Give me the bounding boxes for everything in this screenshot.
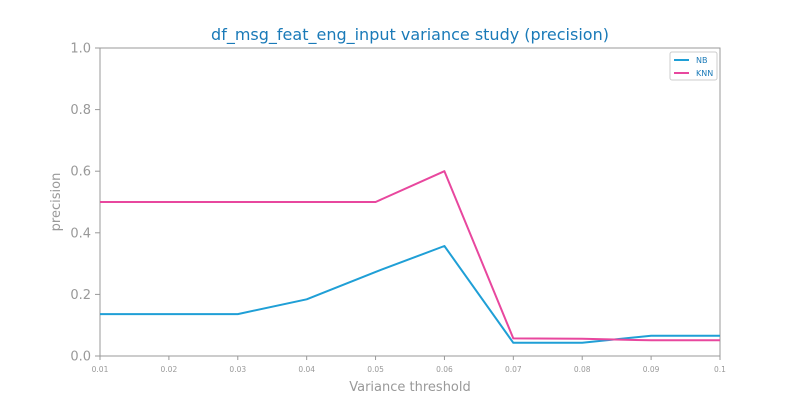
tick-marks: 0.0 0.2 0.4 0.6 0.8 1.0 0.01 0.02 0.03 0.04 0.05 0.… [70, 42, 726, 375]
x-tick-label: 0.1 [714, 365, 726, 374]
y-tick-label: 0.8 [70, 103, 91, 118]
x-tick-label: 0.03 [229, 365, 246, 374]
x-tick-label: 0.02 [161, 365, 178, 374]
y-tick-label: 0.6 [70, 165, 91, 180]
legend-label-knn: KNN [696, 69, 713, 78]
x-tick-label: 0.08 [574, 365, 591, 374]
x-tick-label: 0.05 [367, 365, 384, 374]
series-line-knn [100, 170, 720, 342]
y-tick-label: 0.4 [70, 226, 91, 241]
legend: NB KNN [669, 51, 718, 81]
x-tick-label: 0.09 [643, 365, 660, 374]
series-lines [100, 170, 720, 344]
x-tick-label: 0.04 [298, 365, 315, 374]
x-axis-label: Variance threshold [349, 380, 471, 395]
chart-title: df_msg_feat_eng_input variance study (pr… [211, 25, 609, 45]
y-axis-label: precision [49, 173, 64, 232]
y-tick-label: 0.0 [70, 350, 91, 365]
x-tick-label: 0.06 [436, 365, 453, 374]
x-tick-label: 0.01 [92, 365, 109, 374]
series-line-nb [100, 245, 720, 344]
x-tick-label: 0.07 [505, 365, 522, 374]
y-tick-label: 1.0 [70, 42, 91, 57]
legend-label-nb: NB [696, 56, 707, 65]
y-tick-label: 0.2 [70, 288, 91, 303]
